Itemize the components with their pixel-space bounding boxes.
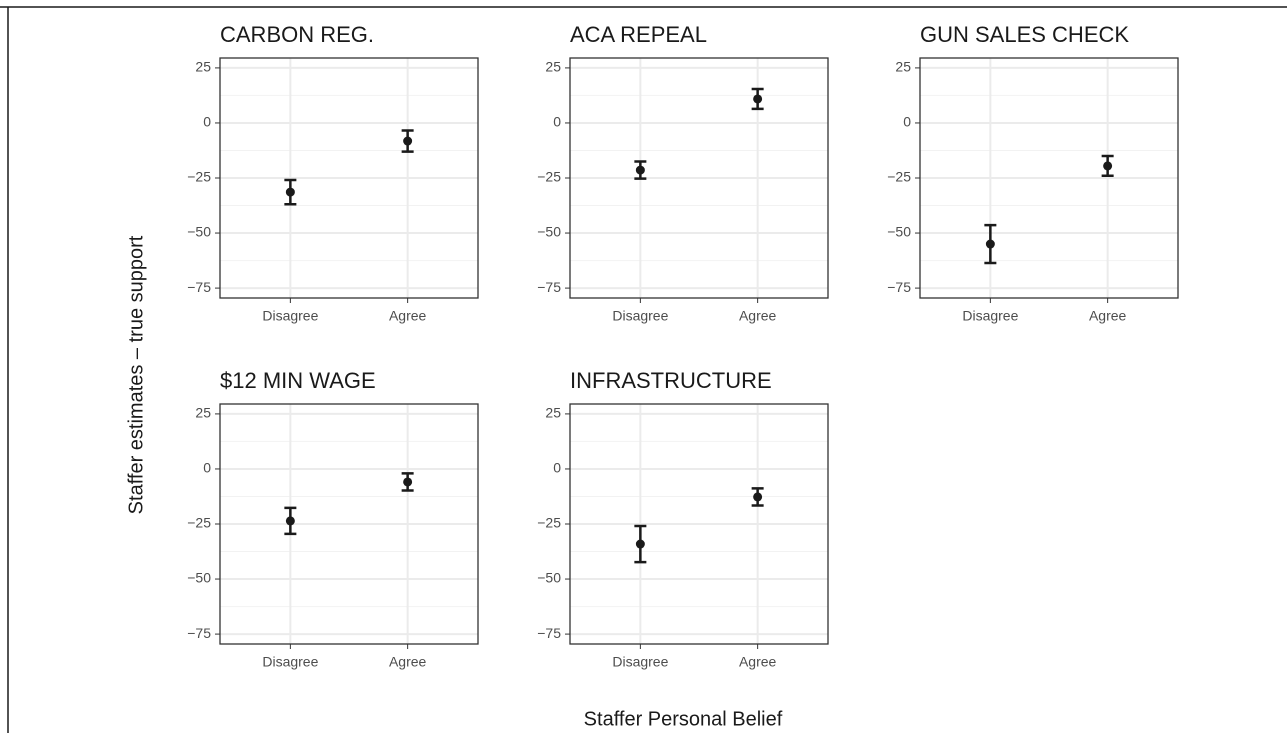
x-tick-label: Agree bbox=[739, 308, 777, 324]
y-tick-label: −25 bbox=[187, 515, 211, 531]
point bbox=[403, 136, 413, 146]
point bbox=[403, 477, 413, 487]
point bbox=[985, 239, 995, 249]
panel-border bbox=[569, 403, 829, 645]
y-tick-label: −75 bbox=[887, 279, 911, 295]
point bbox=[753, 94, 763, 104]
point bbox=[635, 165, 645, 175]
x-axis-title: Staffer Personal Belief bbox=[584, 708, 783, 730]
y-tick-label: −75 bbox=[187, 279, 211, 295]
y-tick-label: −25 bbox=[537, 515, 561, 531]
panel-border bbox=[919, 57, 1179, 299]
y-tick-label: −50 bbox=[537, 570, 561, 586]
y-tick-label: −25 bbox=[887, 169, 911, 185]
y-tick-label: 25 bbox=[545, 405, 561, 421]
point bbox=[285, 187, 295, 197]
y-tick-label: 25 bbox=[195, 405, 211, 421]
y-tick-label: −75 bbox=[537, 625, 561, 641]
point bbox=[753, 492, 763, 502]
y-tick-label: −75 bbox=[187, 625, 211, 641]
panel-border bbox=[569, 57, 829, 299]
panel-title: INFRASTRUCTURE bbox=[570, 368, 772, 393]
panel-title: $12 MIN WAGE bbox=[220, 368, 376, 393]
y-tick-label: 0 bbox=[203, 460, 211, 476]
x-tick-label: Disagree bbox=[262, 308, 318, 324]
y-tick-label: −25 bbox=[187, 169, 211, 185]
point bbox=[285, 516, 295, 526]
panel-border bbox=[219, 57, 479, 299]
panel-title: GUN SALES CHECK bbox=[920, 22, 1129, 47]
y-tick-label: −50 bbox=[187, 570, 211, 586]
y-tick-label: −25 bbox=[537, 169, 561, 185]
x-tick-label: Agree bbox=[389, 308, 427, 324]
x-tick-label: Agree bbox=[739, 654, 777, 670]
y-tick-label: 0 bbox=[553, 114, 561, 130]
y-tick-label: 25 bbox=[195, 59, 211, 75]
x-tick-label: Disagree bbox=[962, 308, 1018, 324]
y-tick-label: −50 bbox=[537, 224, 561, 240]
y-tick-label: −75 bbox=[537, 279, 561, 295]
panel-title: CARBON REG. bbox=[220, 22, 374, 47]
x-tick-label: Disagree bbox=[612, 654, 668, 670]
x-tick-label: Disagree bbox=[612, 308, 668, 324]
y-tick-label: 0 bbox=[903, 114, 911, 130]
y-tick-label: 0 bbox=[203, 114, 211, 130]
panel-title: ACA REPEAL bbox=[570, 22, 707, 47]
y-tick-label: 25 bbox=[895, 59, 911, 75]
y-tick-label: 25 bbox=[545, 59, 561, 75]
y-axis-title: Staffer estimates – true support bbox=[125, 235, 147, 514]
x-tick-label: Disagree bbox=[262, 654, 318, 670]
point bbox=[635, 539, 645, 549]
y-tick-label: 0 bbox=[553, 460, 561, 476]
point bbox=[1103, 161, 1113, 171]
y-tick-label: −50 bbox=[887, 224, 911, 240]
x-tick-label: Agree bbox=[1089, 308, 1127, 324]
panel-border bbox=[219, 403, 479, 645]
x-tick-label: Agree bbox=[389, 654, 427, 670]
y-tick-label: −50 bbox=[187, 224, 211, 240]
